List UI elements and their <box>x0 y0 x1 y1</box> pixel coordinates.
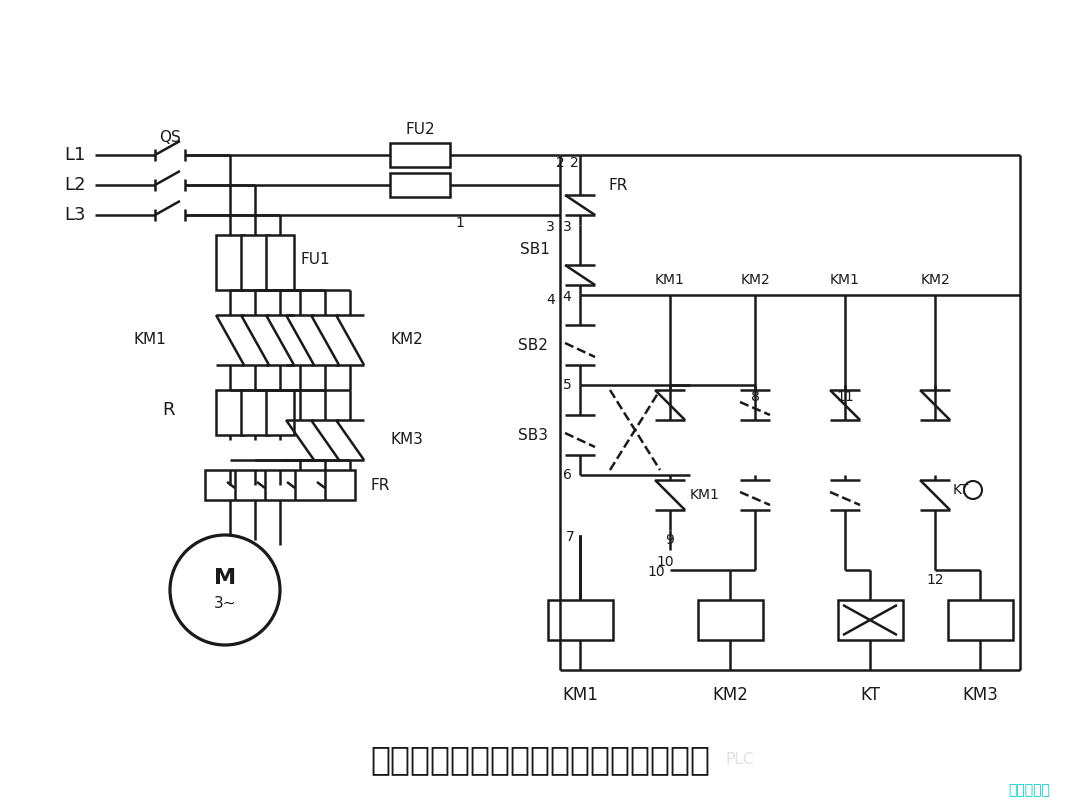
Text: KM1: KM1 <box>690 488 720 502</box>
Text: 10: 10 <box>657 555 674 569</box>
Text: KT: KT <box>953 483 970 497</box>
Text: FR: FR <box>608 177 627 193</box>
Text: KT: KT <box>860 686 880 704</box>
Text: FU2: FU2 <box>405 122 435 138</box>
Text: 11: 11 <box>836 390 854 404</box>
Text: L3: L3 <box>64 206 85 224</box>
Bar <box>390 143 450 167</box>
Text: KM3: KM3 <box>390 433 423 447</box>
Bar <box>266 235 294 290</box>
Text: KM1: KM1 <box>656 273 685 287</box>
Text: 3: 3 <box>546 220 555 234</box>
Text: 串电阻降压启动电动机正反转控制电路: 串电阻降压启动电动机正反转控制电路 <box>370 744 710 777</box>
Text: QS: QS <box>159 130 180 146</box>
Text: KM3: KM3 <box>962 686 998 704</box>
Text: 6: 6 <box>563 468 571 482</box>
Bar <box>241 235 269 290</box>
Text: 7: 7 <box>566 530 575 544</box>
Text: KM1: KM1 <box>134 332 166 347</box>
Text: FU1: FU1 <box>300 253 329 267</box>
Text: 3: 3 <box>563 220 571 234</box>
Text: 9: 9 <box>665 533 674 547</box>
Text: SB1: SB1 <box>521 242 550 258</box>
Bar <box>266 390 294 435</box>
Bar <box>241 390 269 435</box>
Text: PLC: PLC <box>726 752 754 768</box>
Text: KM2: KM2 <box>740 273 770 287</box>
Bar <box>548 600 613 640</box>
Text: FR: FR <box>370 478 390 492</box>
Bar <box>216 235 244 290</box>
Bar <box>205 470 355 500</box>
Text: KM2: KM2 <box>712 686 748 704</box>
Text: KM1: KM1 <box>831 273 860 287</box>
Text: L1: L1 <box>65 146 85 164</box>
Text: 2: 2 <box>570 156 579 170</box>
Text: 2: 2 <box>556 156 565 170</box>
Bar <box>838 600 903 640</box>
Bar <box>216 390 244 435</box>
Bar <box>698 600 762 640</box>
Text: SB3: SB3 <box>518 428 548 442</box>
Text: 4: 4 <box>563 290 571 304</box>
Text: 8: 8 <box>751 390 759 404</box>
Text: 4: 4 <box>546 293 555 307</box>
Text: KM1: KM1 <box>562 686 598 704</box>
Bar <box>948 600 1013 640</box>
Text: 1: 1 <box>455 216 464 230</box>
Text: M: M <box>214 568 237 588</box>
Text: SB2: SB2 <box>518 338 548 352</box>
Text: 5: 5 <box>563 378 571 392</box>
Text: R: R <box>162 401 174 419</box>
Text: 12: 12 <box>927 573 944 587</box>
Text: L2: L2 <box>64 176 85 194</box>
Text: KM2: KM2 <box>390 332 422 347</box>
Text: 自动秒链接: 自动秒链接 <box>1008 783 1050 797</box>
Text: 3~: 3~ <box>214 596 237 612</box>
Bar <box>390 173 450 197</box>
Text: KM2: KM2 <box>920 273 950 287</box>
Text: 10: 10 <box>647 565 665 579</box>
